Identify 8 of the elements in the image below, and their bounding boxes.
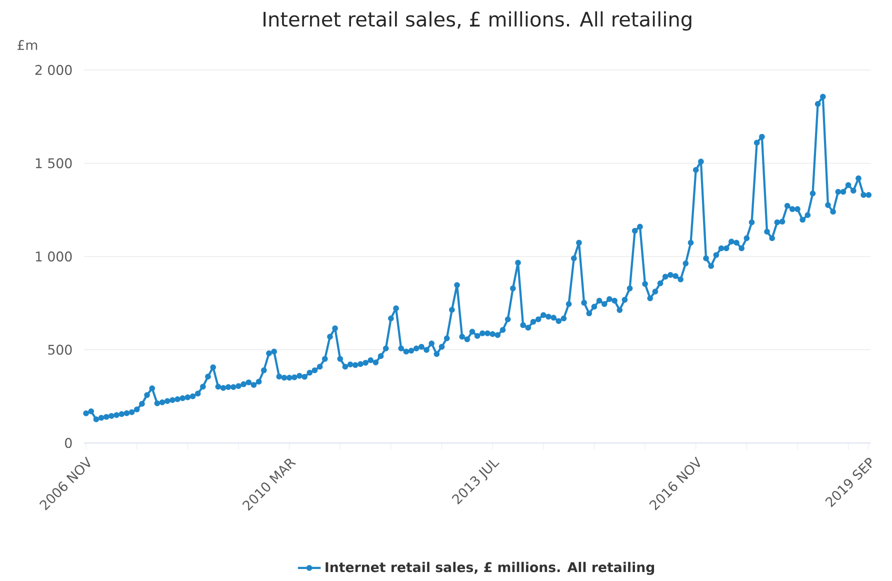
y-tick-label: 1 000: [36, 251, 72, 262]
y-axis-title: £m: [18, 40, 38, 50]
y-tick-label: 500: [48, 344, 72, 355]
y-tick-label: 1 500: [36, 158, 72, 168]
y-tick-label: 2 000: [35, 64, 72, 76]
legend-label: Internet retail sales, £ millions. All retailing: [326, 562, 654, 575]
chart-title: Internet retail sales, £ millions. All retailing: [264, 11, 692, 31]
y-tick-label: 0: [65, 438, 72, 448]
